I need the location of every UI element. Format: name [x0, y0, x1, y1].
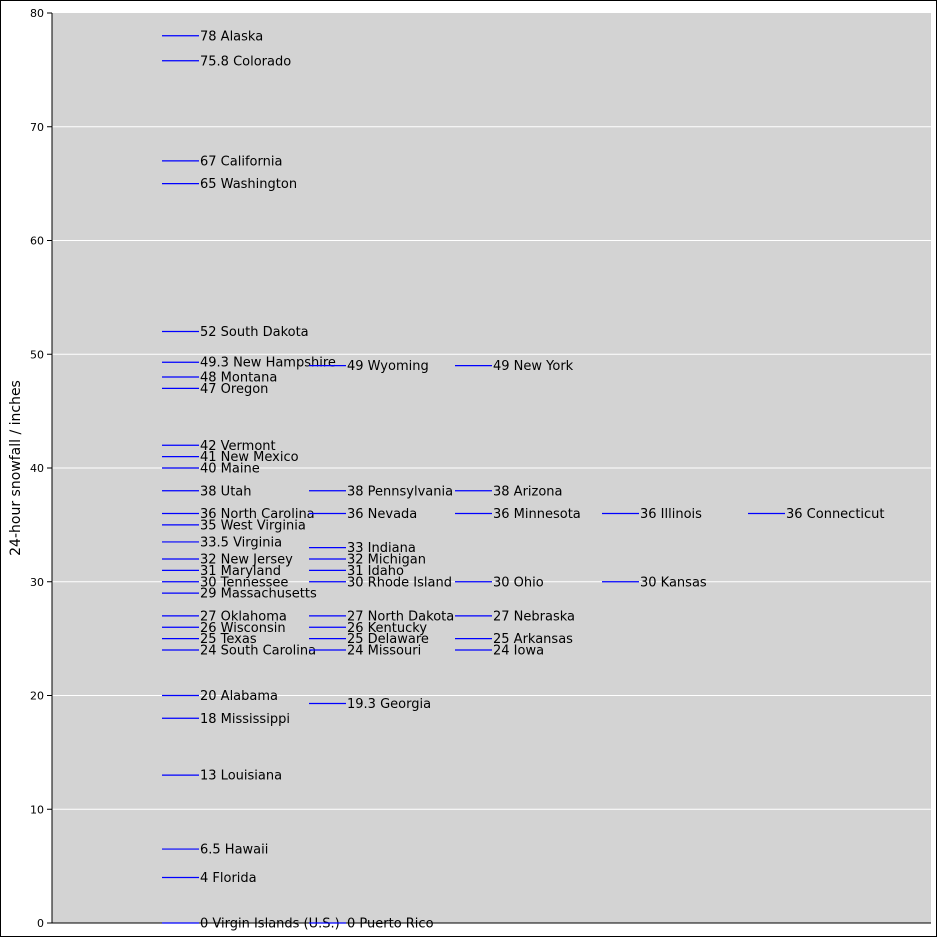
data-label: 40 Maine [200, 462, 260, 477]
data-label: 6.5 Hawaii [200, 843, 268, 858]
data-label: 42 Vermont [200, 439, 276, 454]
data-label: 67 California [200, 154, 282, 169]
data-label: 26 Kentucky [347, 621, 427, 636]
y-tick-label: 30 [30, 576, 44, 589]
data-label: 29 Massachusetts [200, 587, 317, 602]
data-label: 33.5 Virginia [200, 535, 282, 550]
data-label: 36 Minnesota [493, 507, 581, 522]
data-label: 0 Puerto Rico [347, 917, 434, 932]
data-label: 49 Wyoming [347, 359, 429, 374]
data-label: 38 Utah [200, 484, 252, 499]
data-label: 24 South Carolina [200, 644, 316, 659]
data-label: 31 Idaho [347, 564, 404, 579]
y-tick-label: 60 [30, 235, 44, 248]
data-label: 32 Michigan [347, 553, 426, 568]
y-tick-label: 20 [30, 690, 44, 703]
data-label: 49 New York [493, 359, 574, 374]
data-label: 18 Mississippi [200, 712, 290, 727]
y-tick-label: 50 [30, 348, 44, 361]
data-label: 27 Nebraska [493, 609, 575, 624]
data-label: 52 South Dakota [200, 325, 309, 340]
data-label: 38 Arizona [493, 484, 563, 499]
data-label: 36 North Carolina [200, 507, 315, 522]
data-label: 65 Washington [200, 177, 297, 192]
data-label: 0 Virgin Islands (U.S.) [200, 917, 340, 932]
y-tick-label: 0 [37, 917, 44, 930]
data-label: 20 Alabama [200, 689, 278, 704]
data-label: 41 New Mexico [200, 450, 299, 465]
data-label: 49.3 New Hampshire [200, 356, 336, 371]
data-marks: 78 Alaska 75.8 Colorado 67 California 65 Wa… [162, 29, 885, 932]
data-label: 25 Delaware [347, 632, 429, 647]
y-tick-label: 70 [30, 121, 44, 134]
data-label: 13 Louisiana [200, 769, 282, 784]
data-label: 19.3 Georgia [347, 697, 431, 712]
data-label: 36 Illinois [640, 507, 702, 522]
data-label: 36 Nevada [347, 507, 417, 522]
data-label: 36 Connecticut [786, 507, 885, 522]
data-label: 30 Ohio [493, 575, 544, 590]
data-label: 38 Pennsylvania [347, 484, 453, 499]
data-label: 25 Texas [200, 632, 257, 647]
y-axis-title: 24-hour snowfall / inches [8, 380, 24, 556]
data-label: 75.8 Colorado [200, 54, 291, 69]
data-label: 30 Kansas [640, 575, 707, 590]
data-label: 48 Montana [200, 371, 277, 386]
data-label: 24 Iowa [493, 644, 544, 659]
data-label: 26 Wisconsin [200, 621, 286, 636]
data-label: 35 West Virginia [200, 518, 306, 533]
data-label: 4 Florida [200, 871, 257, 886]
y-tick-label: 10 [30, 803, 44, 816]
data-label: 33 Indiana [347, 541, 416, 556]
data-label: 27 Oklahoma [200, 609, 287, 624]
data-label: 25 Arkansas [493, 632, 573, 647]
data-label: 27 North Dakota [347, 609, 454, 624]
data-label: 31 Maryland [200, 564, 281, 579]
data-label: 32 New Jersey [200, 553, 293, 568]
data-label: 78 Alaska [200, 29, 263, 44]
y-axis: 0 10 20 30 40 50 60 70 80 [30, 7, 931, 930]
y-tick-label: 80 [30, 7, 44, 20]
data-label: 24 Missouri [347, 644, 421, 659]
y-tick-label: 40 [30, 462, 44, 475]
data-label: 30 Tennessee [200, 575, 288, 590]
data-label: 30 Rhode Island [347, 575, 452, 590]
data-label: 47 Oregon [200, 382, 268, 397]
